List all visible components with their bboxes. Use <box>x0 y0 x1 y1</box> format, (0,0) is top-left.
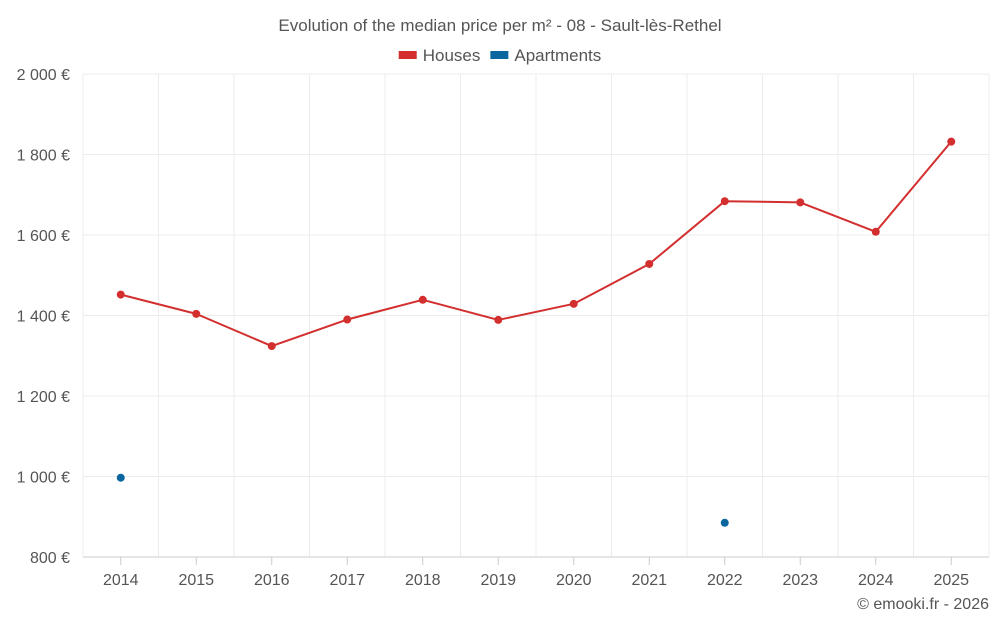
credit-text: © emooki.fr - 2026 <box>857 596 989 613</box>
x-tick-label: 2022 <box>707 572 743 589</box>
data-point-apartments[interactable] <box>720 518 729 527</box>
x-tick-label: 2018 <box>405 572 441 589</box>
x-axis: 2014 2015 2016 2017 2018 2019 2020 2021 2022 2023… <box>83 556 989 589</box>
data-point-houses[interactable] <box>645 259 654 268</box>
data-point-houses[interactable] <box>343 315 352 324</box>
series-apartments[interactable] <box>116 473 729 527</box>
x-tick-label: 2015 <box>178 572 214 589</box>
x-tick-label: 2019 <box>480 572 516 589</box>
x-tick-label: 2016 <box>254 572 290 589</box>
gridlines <box>82 73 990 558</box>
data-point-houses[interactable] <box>871 227 880 236</box>
y-axis: 800 € 1 000 € 1 200 € 1 400 € 1 600 € 1 800 €… <box>17 67 70 567</box>
y-tick-label: 1 600 € <box>17 228 70 245</box>
data-point-houses[interactable] <box>494 315 503 324</box>
chart-title: Evolution of the median price per m² - 0… <box>278 16 721 35</box>
legend-item-apartments[interactable]: Apartments <box>490 46 601 65</box>
legend-swatch <box>398 51 417 59</box>
legend-label: Houses <box>423 46 481 65</box>
data-point-houses[interactable] <box>267 342 276 351</box>
x-tick-label: 2014 <box>103 572 139 589</box>
x-tick-label: 2021 <box>631 572 667 589</box>
series-line-houses <box>120 140 953 348</box>
series-houses[interactable] <box>116 137 956 351</box>
data-point-houses[interactable] <box>796 198 805 207</box>
data-point-houses[interactable] <box>720 197 729 206</box>
y-tick-label: 1 800 € <box>17 148 70 165</box>
y-tick-label: 1 400 € <box>17 309 70 326</box>
x-tick-label: 2025 <box>933 572 969 589</box>
data-point-apartments[interactable] <box>116 473 125 482</box>
x-tick-label: 2020 <box>556 572 592 589</box>
data-point-houses[interactable] <box>569 299 578 308</box>
y-tick-label: 800 € <box>30 550 70 567</box>
legend[interactable]: Houses Apartments <box>398 46 602 65</box>
x-tick-label: 2017 <box>329 572 365 589</box>
x-tick-label: 2024 <box>858 572 894 589</box>
y-tick-label: 1 200 € <box>17 389 70 406</box>
y-tick-label: 2 000 € <box>17 67 70 84</box>
data-point-houses[interactable] <box>116 290 125 299</box>
x-tick-label: 2023 <box>782 572 818 589</box>
data-point-houses[interactable] <box>192 309 201 318</box>
series-layer <box>116 137 956 527</box>
data-point-houses[interactable] <box>947 137 956 146</box>
legend-swatch <box>490 51 509 59</box>
legend-item-houses[interactable]: Houses <box>398 46 481 65</box>
y-tick-label: 1 000 € <box>17 470 70 487</box>
data-point-houses[interactable] <box>418 295 427 304</box>
legend-label: Apartments <box>514 46 601 65</box>
